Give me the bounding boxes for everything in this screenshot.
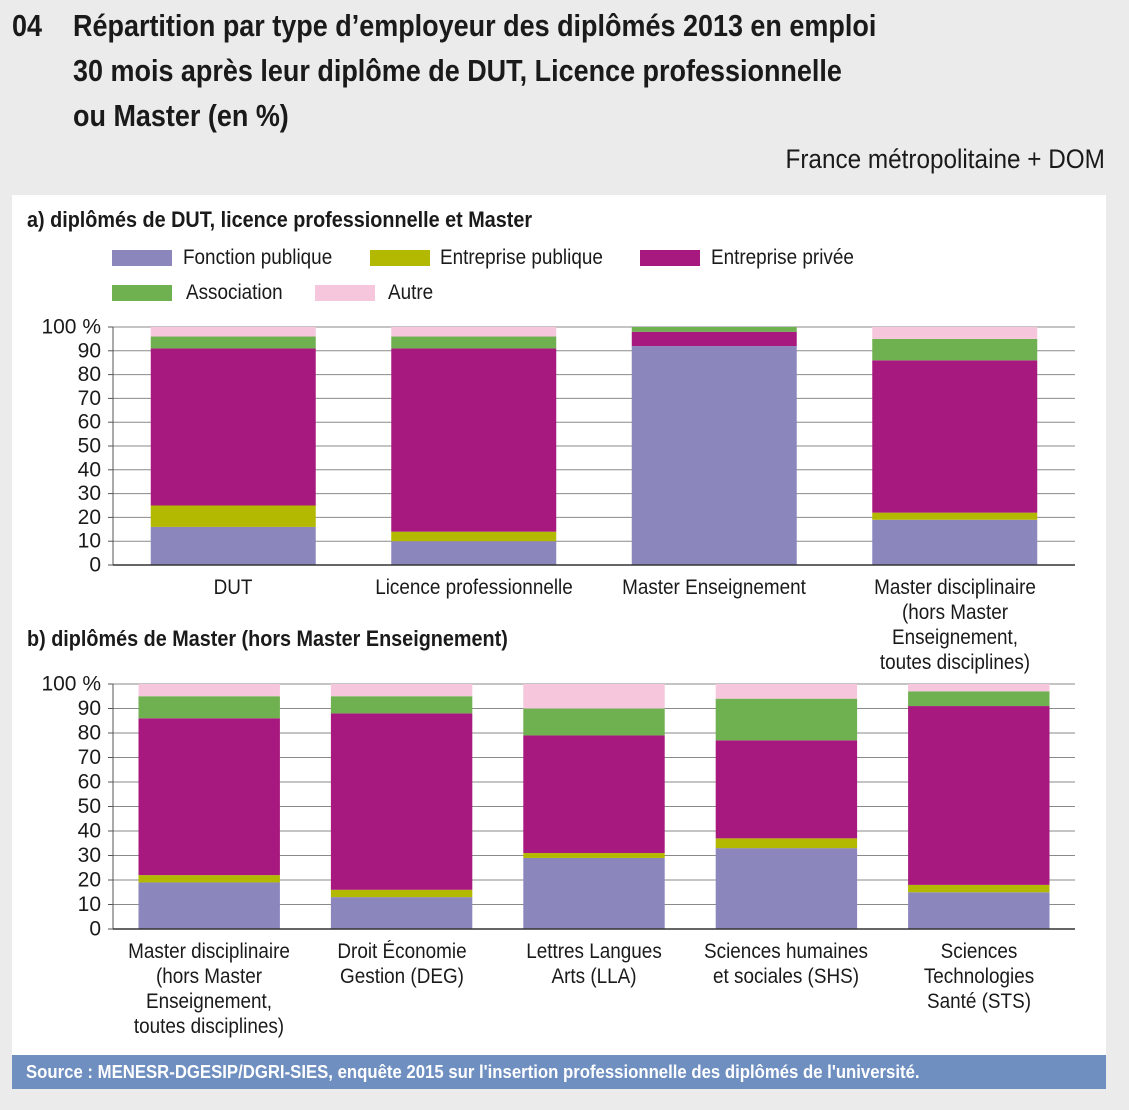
title-line: ou Master (en %)	[73, 98, 289, 133]
bar-segment	[330, 684, 473, 697]
bar-segment	[872, 327, 1038, 339]
subtitle: France métropolitaine + DOM	[785, 144, 1105, 174]
y-tick-label: 10	[78, 893, 101, 916]
y-tick-label: 40	[78, 820, 101, 843]
bar-segment	[150, 505, 316, 527]
bar-segment	[872, 360, 1038, 513]
bar-segment	[391, 336, 557, 349]
bar-segment	[715, 740, 858, 839]
bar-segment	[523, 857, 665, 929]
y-tick-label: 90	[78, 339, 101, 362]
bar-segment	[150, 526, 316, 565]
legend-label: Fonction publique	[183, 246, 333, 269]
bar-segment	[330, 889, 473, 898]
bar-segment	[138, 882, 280, 929]
bar-segment	[908, 691, 1050, 707]
bar-segment	[908, 684, 1050, 692]
y-tick-label: 20	[78, 869, 101, 892]
x-tick-label: Master disciplinaire (hors Master Enseig…	[128, 940, 291, 1038]
y-tick-label: 20	[78, 506, 101, 529]
legend-label: Association	[186, 281, 283, 304]
bar-segment	[391, 531, 557, 542]
legend-swatch	[315, 285, 375, 301]
bar-segment	[908, 884, 1050, 893]
bar-segment	[715, 684, 858, 699]
x-tick-label: Sciences Technologies Santé (STS)	[923, 940, 1034, 1013]
bar-segment	[908, 706, 1050, 885]
bar-segment	[872, 338, 1038, 361]
y-tick-label: 80	[78, 363, 101, 386]
bar-segment	[391, 348, 557, 532]
bar-segment	[872, 512, 1038, 520]
x-tick-label: Droit Économie Gestion (DEG)	[336, 940, 467, 988]
chart-title: b) diplômés de Master (hors Master Ensei…	[27, 626, 508, 651]
bar-segment	[391, 327, 557, 337]
bar-segment	[715, 838, 858, 849]
y-tick-label: 70	[78, 746, 101, 769]
x-tick-label: Sciences humaines et sociales (SHS)	[704, 940, 869, 988]
y-tick-label: 60	[78, 411, 101, 434]
y-tick-label: 0	[89, 554, 101, 577]
y-tick-label: 60	[78, 771, 101, 794]
x-tick-label: Lettres Langues Arts (LLA)	[526, 940, 662, 988]
y-tick-label: 30	[78, 482, 101, 505]
bar-segment	[138, 696, 280, 719]
y-tick-label: 80	[78, 722, 101, 745]
y-tick-label: 50	[78, 435, 101, 458]
source-text: Source : MENESR-DGESIP/DGRI-SIES, enquêt…	[26, 1062, 920, 1082]
x-tick-label: Licence professionnelle	[374, 576, 573, 599]
bar-segment	[330, 696, 473, 714]
title-line: Répartition par type d’employeur des dip…	[73, 8, 877, 43]
bar-segment	[150, 348, 316, 506]
y-tick-label: 100 %	[41, 316, 101, 339]
legend-swatch	[640, 250, 700, 266]
bar-segment	[631, 346, 797, 565]
y-tick-label: 0	[89, 918, 101, 941]
bar-segment	[150, 327, 316, 337]
bar-segment	[523, 684, 665, 709]
bar-segment	[715, 698, 858, 741]
bar-segment	[872, 519, 1038, 565]
title-line: 30 mois après leur diplôme de DUT, Licen…	[73, 53, 842, 88]
y-tick-label: 100 %	[41, 673, 101, 696]
legend-swatch	[112, 250, 172, 266]
legend-label: Entreprise privée	[711, 246, 854, 269]
legend-swatch	[112, 285, 172, 301]
x-tick-label: Master disciplinaire (hors Master Enseig…	[873, 576, 1036, 674]
y-tick-label: 40	[78, 458, 101, 481]
bar-segment	[523, 735, 665, 854]
y-tick-label: 30	[78, 844, 101, 867]
bar-segment	[150, 336, 316, 349]
y-tick-label: 50	[78, 795, 101, 818]
bar-segment	[631, 331, 797, 347]
bar-segment	[391, 541, 557, 565]
chart-title: a) diplômés de DUT, licence professionne…	[27, 207, 533, 232]
bar-segment	[715, 848, 858, 929]
y-tick-label: 10	[78, 530, 101, 553]
x-tick-label: Master Enseignement	[622, 576, 807, 599]
bar-segment	[138, 684, 280, 697]
y-tick-label: 90	[78, 697, 101, 720]
legend-label: Entreprise publique	[440, 246, 603, 269]
x-tick-label: DUT	[213, 576, 253, 599]
legend-label: Autre	[388, 281, 434, 304]
bar-segment	[138, 718, 280, 876]
bar-segment	[330, 897, 473, 929]
figure-number: 04	[12, 8, 43, 43]
y-tick-label: 70	[78, 387, 101, 410]
legend-swatch	[370, 250, 430, 266]
bar-segment	[330, 713, 473, 890]
bar-segment	[523, 708, 665, 736]
bar-segment	[631, 327, 797, 332]
source: Source : MENESR-DGESIP/DGRI-SIES, enquêt…	[12, 1055, 1106, 1089]
bar-segment	[523, 853, 665, 858]
bar-segment	[908, 892, 1050, 929]
bar-segment	[138, 875, 280, 883]
